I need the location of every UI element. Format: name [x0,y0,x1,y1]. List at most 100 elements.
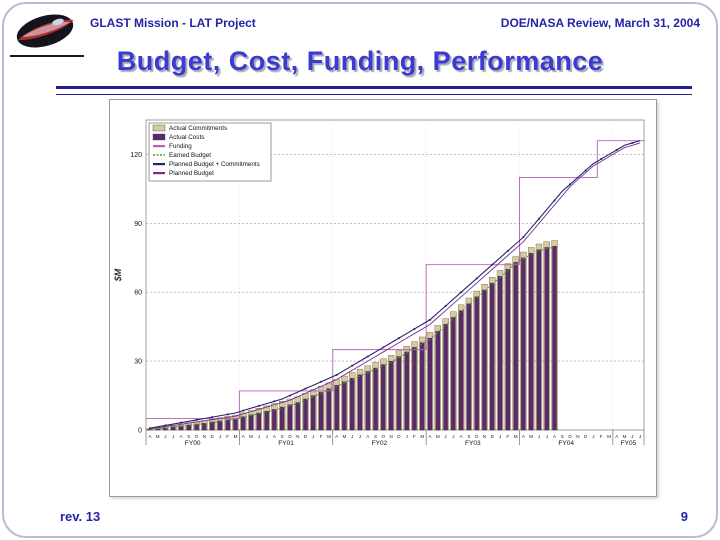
legend-item: Planned Budget [153,170,214,177]
svg-text:J: J [444,434,446,439]
svg-text:J: J [406,434,408,439]
chart-legend: Actual Commitments Actual Costs Funding Ear… [148,122,272,182]
svg-text:J: J [631,434,633,439]
svg-text:FY03: FY03 [465,440,481,447]
svg-text:A: A [428,434,432,439]
svg-text:J: J [219,434,221,439]
glast-logo-graphic [16,14,74,48]
svg-text:F: F [600,434,603,439]
planned-budget-commitments-line [149,140,641,429]
page-number: 9 [680,509,688,524]
svg-text:60: 60 [134,290,142,297]
svg-text:F: F [226,434,229,439]
svg-text:J: J [452,434,454,439]
svg-text:M: M [327,434,331,439]
glast-logo [14,8,78,54]
svg-text:D: D [210,434,214,439]
svg-text:O: O [288,434,292,439]
svg-text:M: M [249,434,253,439]
svg-text:J: J [312,434,314,439]
svg-text:N: N [483,434,486,439]
legend-item: Funding [153,143,192,150]
svg-text:A: A [148,434,152,439]
svg-text:F: F [506,434,509,439]
chart-plot: 0 30 60 90 120 [130,119,645,435]
svg-text:J: J [172,434,174,439]
svg-text:S: S [561,434,564,439]
svg-text:Actual Commitments: Actual Commitments [169,125,227,132]
svg-text:J: J [359,434,361,439]
legend-item: Actual Costs [152,133,204,141]
header-project-title: GLAST Mission - LAT Project [90,16,256,30]
legend-item: Earned Budget [153,152,211,159]
svg-text:J: J [499,434,501,439]
svg-text:M: M [529,434,533,439]
svg-text:S: S [374,434,377,439]
svg-text:N: N [389,434,392,439]
svg-text:N: N [203,434,206,439]
header-review-date: DOE/NASA Review, March 31, 2004 [500,16,700,30]
svg-text:A: A [179,434,183,439]
svg-text:A: A [335,434,339,439]
funding-step-line [146,140,644,419]
svg-text:J: J [265,434,267,439]
legend-item: Actual Commitments [152,124,227,132]
svg-text:Funding: Funding [169,143,192,150]
svg-text:FY05: FY05 [621,440,637,447]
svg-text:M: M [514,434,518,439]
svg-text:A: A [460,434,464,439]
svg-text:A: A [522,434,526,439]
svg-text:F: F [413,434,416,439]
svg-text:A: A [553,434,557,439]
svg-text:J: J [258,434,260,439]
x-axis-fy-labels: FY00 FY01 FY02 FY03 FY04 FY05 [145,430,645,447]
svg-text:J: J [538,434,540,439]
svg-text:M: M [420,434,424,439]
planned-budget-line [149,142,641,430]
svg-text:Planned Budget: Planned Budget [169,170,214,177]
page-title: Budget, Cost, Funding, Performance [116,46,604,76]
svg-text:M: M [234,434,238,439]
svg-text:A: A [366,434,370,439]
svg-text:J: J [546,434,548,439]
svg-text:S: S [467,434,470,439]
svg-text:J: J [164,434,166,439]
bars-actual-costs [147,246,557,431]
y-axis-label: $M [113,268,123,282]
svg-text:J: J [639,434,641,439]
svg-text:120: 120 [130,152,142,159]
svg-text:Earned Budget: Earned Budget [169,152,211,159]
legend-item: Planned Budget + Commitments [153,161,260,168]
svg-text:FY04: FY04 [558,440,574,447]
svg-text:FY00: FY00 [185,440,201,447]
svg-text:30: 30 [134,359,142,366]
svg-text:D: D [584,434,588,439]
svg-text:D: D [304,434,308,439]
svg-text:D: D [491,434,495,439]
svg-text:FY02: FY02 [372,440,388,447]
svg-text:S: S [187,434,190,439]
svg-text:O: O [382,434,386,439]
svg-text:M: M [623,434,627,439]
chart-plot-host: 0 30 60 90 120 $M A M J J A S O N D J F M A M J J A S O N D J F M A M J J… [110,100,656,494]
svg-text:Actual Costs: Actual Costs [169,134,204,141]
svg-text:M: M [607,434,611,439]
svg-text:J: J [351,434,353,439]
svg-text:S: S [281,434,284,439]
budget-chart: 0 30 60 90 120 $M A M J J A S O N D J F M A M J J A S O N D J F M A M J J… [109,99,657,497]
svg-text:J: J [592,434,594,439]
svg-text:A: A [242,434,246,439]
svg-text:N: N [576,434,579,439]
svg-text:M: M [436,434,440,439]
earned-budget-line [149,246,555,430]
svg-text:M: M [343,434,347,439]
svg-text:D: D [397,434,401,439]
svg-text:N: N [296,434,299,439]
svg-text:A: A [273,434,277,439]
svg-text:M: M [156,434,160,439]
svg-text:O: O [195,434,199,439]
svg-text:90: 90 [134,221,142,228]
svg-text:O: O [568,434,572,439]
